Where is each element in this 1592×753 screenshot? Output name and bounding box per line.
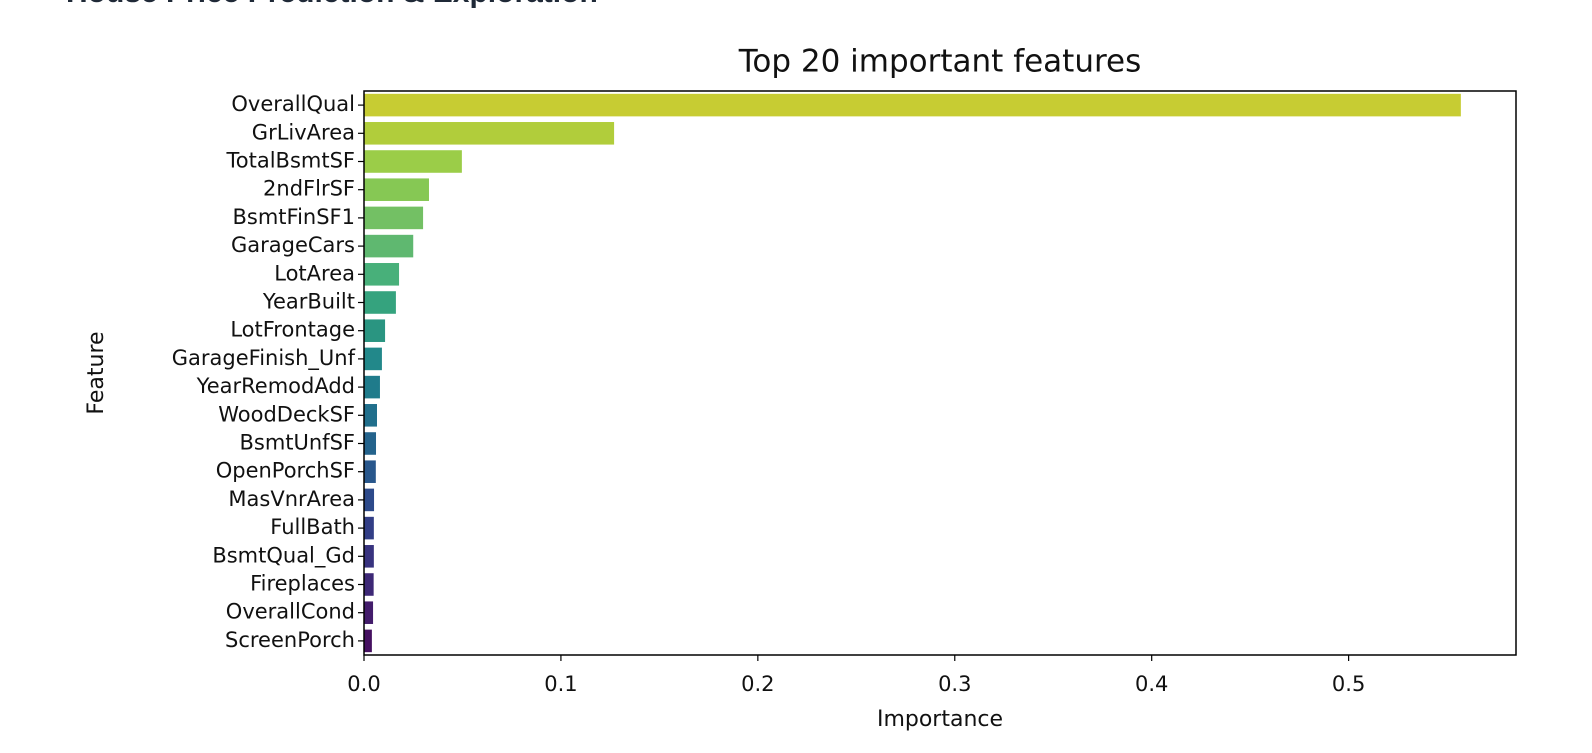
bar xyxy=(364,375,380,399)
y-tick-label: 2ndFlrSF xyxy=(263,177,355,201)
bar xyxy=(364,291,396,314)
chart-title: Top 20 important features xyxy=(738,44,1142,80)
bar xyxy=(364,150,462,173)
bar xyxy=(364,206,424,230)
x-tick-label: 0.2 xyxy=(741,672,774,696)
y-tick-label: BsmtFinSF1 xyxy=(232,205,355,229)
bar xyxy=(364,545,374,568)
bar xyxy=(364,432,377,455)
y-tick-label: LotArea xyxy=(274,261,355,285)
page-heading: House Price Prediction & Exploration xyxy=(66,0,598,9)
y-tick-label: ScreenPorch xyxy=(225,628,355,652)
bar xyxy=(364,629,372,653)
bar xyxy=(364,573,374,596)
y-tick-label: YearBuilt xyxy=(262,290,355,314)
y-tick-label: OverallQual xyxy=(231,92,355,116)
y-tick-label: GrLivArea xyxy=(252,120,355,144)
x-tick-label: 0.1 xyxy=(544,672,577,696)
y-tick-label: LotFrontage xyxy=(230,318,355,342)
y-tick-label: Fireplaces xyxy=(250,572,355,596)
x-axis-label: Importance xyxy=(877,707,1003,732)
y-tick-label: BsmtQual_Gd xyxy=(212,543,355,568)
y-tick-label: FullBath xyxy=(270,515,355,539)
y-tick-label: TotalBsmtSF xyxy=(226,149,356,173)
bar xyxy=(364,347,382,371)
x-tick-label: 0.5 xyxy=(1332,672,1365,696)
plot-frame xyxy=(363,90,1517,656)
bar xyxy=(364,601,374,624)
y-axis-label: Feature xyxy=(84,331,109,414)
bar xyxy=(364,404,377,427)
bar xyxy=(364,178,429,201)
y-tick-label: YearRemodAdd xyxy=(196,374,355,398)
y-tick-label: MasVnrArea xyxy=(228,487,355,511)
bar xyxy=(364,488,375,512)
bar xyxy=(364,319,386,342)
y-tick-label: WoodDeckSF xyxy=(218,402,355,426)
y-tick-label: OverallCond xyxy=(226,600,355,624)
y-tick-label: GarageFinish_Unf xyxy=(172,346,356,371)
y-tick-label: OpenPorchSF xyxy=(216,459,355,483)
x-tick-label: 0.3 xyxy=(938,672,971,696)
bar xyxy=(364,263,400,286)
y-tick-label: BsmtUnfSF xyxy=(239,431,355,455)
bar xyxy=(364,460,376,483)
x-tick-label: 0.0 xyxy=(347,672,380,696)
bar xyxy=(364,122,615,145)
bar xyxy=(364,234,414,258)
x-tick-label: 0.4 xyxy=(1135,672,1168,696)
bar xyxy=(364,516,374,540)
y-tick-label: GarageCars xyxy=(231,233,355,257)
bar xyxy=(364,93,1461,117)
